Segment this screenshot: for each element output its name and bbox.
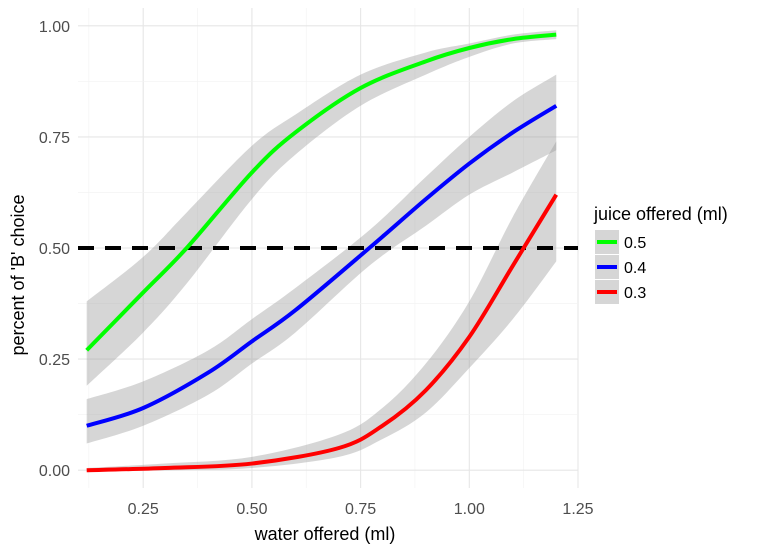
x-tick-label: 1.25	[562, 501, 593, 518]
legend-items: 0.5 0.4 0.3	[595, 230, 646, 304]
ci-ribbon-0-5	[86, 30, 557, 386]
y-tick-label: 0.75	[39, 130, 70, 147]
legend-title: juice offered (ml)	[593, 204, 728, 224]
y-tick-label: 0.00	[39, 463, 70, 480]
y-tick-label: 0.25	[39, 352, 70, 369]
series-line-0-4	[86, 104, 558, 428]
ci-ribbon-0-3	[86, 141, 557, 471]
series-lines	[85, 32, 558, 473]
series-line-0-3	[86, 193, 558, 473]
confidence-ribbons	[86, 30, 557, 471]
x-axis-title: water offered (ml)	[254, 524, 396, 544]
x-axis-ticks: 0.25 0.50 0.75 1.00 1.25	[128, 501, 594, 518]
ci-ribbon-0-4	[86, 74, 557, 444]
series-line-0-5	[85, 32, 557, 352]
x-tick-label: 1.00	[454, 501, 485, 518]
x-tick-label: 0.75	[345, 501, 376, 518]
legend-label: 0.4	[624, 260, 646, 277]
x-tick-label: 0.25	[128, 501, 159, 518]
y-axis-ticks: 0.00 0.25 0.50 0.75 1.00	[39, 19, 70, 480]
x-tick-label: 0.50	[236, 501, 267, 518]
legend-label: 0.3	[624, 285, 646, 302]
y-tick-label: 0.50	[39, 241, 70, 258]
legend-label: 0.5	[624, 235, 646, 252]
y-tick-label: 1.00	[39, 19, 70, 36]
y-axis-title: percent of 'B' choice	[8, 195, 28, 356]
legend: juice offered (ml) 0.5 0.4 0.3	[593, 204, 728, 304]
